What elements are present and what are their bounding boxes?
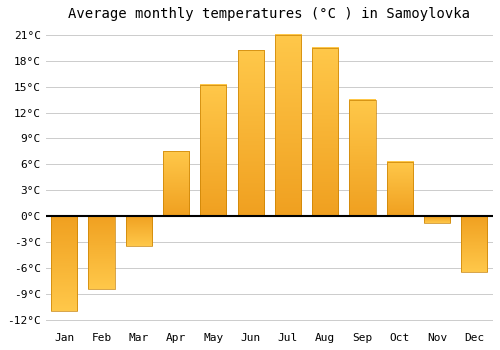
Bar xyxy=(88,216,115,289)
Bar xyxy=(424,216,450,223)
Bar xyxy=(350,100,376,216)
Bar xyxy=(312,48,338,216)
Bar xyxy=(238,50,264,216)
Bar xyxy=(126,216,152,246)
Bar xyxy=(387,162,413,216)
Bar xyxy=(163,151,189,216)
Bar xyxy=(51,216,78,311)
Bar xyxy=(200,85,226,216)
Title: Average monthly temperatures (°C ) in Samoylovka: Average monthly temperatures (°C ) in Sa… xyxy=(68,7,470,21)
Bar xyxy=(462,216,487,272)
Bar xyxy=(275,35,301,216)
